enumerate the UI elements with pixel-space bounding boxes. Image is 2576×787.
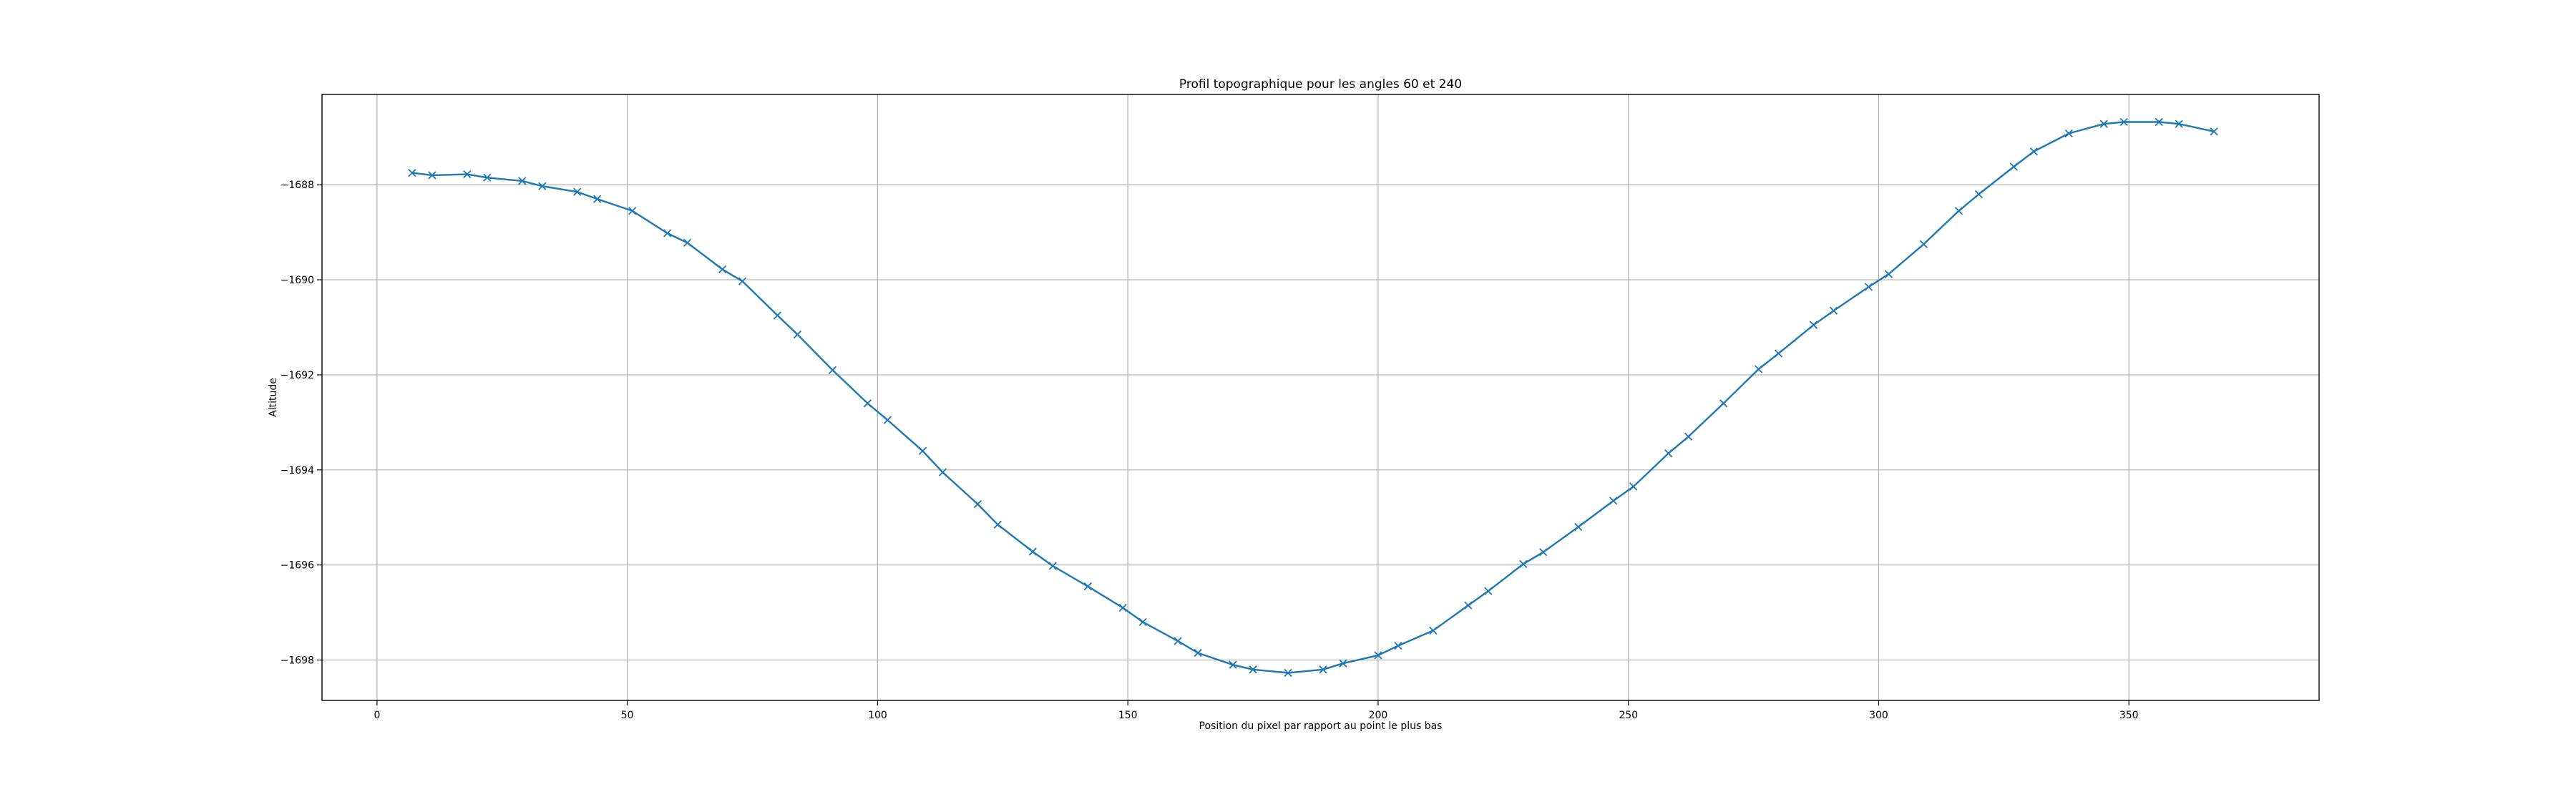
data-point-marker	[518, 177, 527, 185]
x-tick-label: 250	[1619, 710, 1638, 721]
data-point-marker	[1028, 547, 1037, 556]
data-point-marker	[1754, 365, 1763, 373]
data-point-marker	[1684, 432, 1693, 441]
y-axis-title: Altitude	[268, 378, 279, 417]
grid	[322, 94, 2319, 700]
data-point-marker	[1284, 668, 1292, 678]
data-point-marker	[938, 468, 947, 476]
data-point-marker	[1249, 665, 1257, 674]
y-axis: −1698 −1696 −1694 −1692 −1690 −1688	[280, 180, 322, 667]
data-point-marker	[408, 168, 416, 177]
data-point-marker	[1829, 306, 1838, 315]
data-point-marker	[573, 187, 582, 196]
x-tick-label: 0	[374, 710, 380, 721]
data-point-marker	[973, 500, 982, 509]
data-point-marker	[1319, 665, 1327, 674]
data-point-marker	[483, 173, 492, 182]
data-point-marker	[1629, 482, 1638, 491]
data-point-marker	[1664, 449, 1673, 458]
data-point-marker	[1954, 207, 1963, 215]
data-point-marker	[2155, 117, 2163, 127]
x-tick-label: 100	[868, 710, 887, 721]
data-point-marker	[683, 238, 692, 247]
data-point-marker	[1574, 522, 1583, 532]
data-point-marker	[538, 182, 547, 190]
y-tick-label: −1692	[280, 370, 314, 381]
data-point-marker	[773, 311, 782, 320]
data-point-marker	[1539, 548, 1548, 557]
data-point-marker	[1809, 321, 1818, 329]
data-point-marker	[918, 446, 927, 455]
data-point-marker	[1118, 603, 1127, 612]
data-point-marker	[663, 229, 672, 238]
data-point-marker	[1774, 349, 1783, 358]
data-point-marker	[1083, 582, 1092, 591]
series-layer	[408, 117, 2218, 678]
series-line	[411, 121, 2215, 674]
data-point-marker	[1974, 190, 1983, 199]
x-tick-label: 50	[621, 710, 634, 721]
data-point-marker	[2009, 162, 2018, 171]
data-point-marker	[628, 207, 637, 215]
data-point-marker	[2175, 119, 2183, 128]
y-tick-label: −1694	[280, 465, 314, 476]
data-point-marker	[1048, 562, 1057, 570]
data-point-marker	[993, 520, 1002, 529]
data-point-marker	[2210, 127, 2218, 136]
data-point-marker	[1609, 497, 1618, 505]
y-tick-label: −1690	[280, 275, 314, 286]
data-point-marker	[1719, 399, 1728, 408]
data-point-marker	[883, 416, 892, 424]
x-tick-label: 300	[1869, 710, 1888, 721]
data-point-marker	[2064, 129, 2073, 138]
data-point-marker	[1864, 283, 1873, 291]
x-tick-label: 350	[2119, 710, 2139, 721]
data-point-marker	[463, 170, 472, 179]
data-point-marker	[2099, 119, 2108, 128]
y-tick-label: −1696	[280, 560, 314, 572]
data-point-marker	[738, 277, 747, 285]
data-point-marker	[1194, 648, 1202, 658]
data-point-marker	[863, 399, 872, 408]
data-point-marker	[2029, 147, 2038, 156]
data-point-marker	[718, 265, 727, 274]
data-point-marker	[1138, 617, 1147, 627]
data-point-marker	[1464, 601, 1473, 610]
data-point-marker	[1429, 626, 1438, 635]
data-point-marker	[1884, 270, 1893, 278]
data-point-marker	[593, 195, 602, 203]
y-tick-label: −1698	[280, 655, 314, 667]
x-axis: 0 50 100 150 200 250 300 350	[374, 700, 2139, 721]
data-point-marker	[1484, 587, 1493, 595]
data-point-marker	[793, 330, 802, 339]
data-point-marker	[1229, 660, 1237, 669]
data-point-marker	[2119, 117, 2128, 127]
x-tick-label: 150	[1118, 710, 1138, 721]
x-axis-title: Position du pixel par rapport au point l…	[1199, 720, 1443, 732]
y-tick-label: −1688	[280, 180, 314, 191]
x-tick-label: 200	[1369, 710, 1388, 721]
data-point-marker	[1394, 641, 1402, 650]
data-point-marker	[1519, 559, 1528, 568]
data-point-marker	[428, 171, 436, 180]
data-point-marker	[1919, 240, 1928, 248]
data-point-marker	[828, 366, 837, 374]
data-point-marker	[1174, 637, 1182, 645]
plot-frame	[321, 94, 2320, 701]
data-point-marker	[1339, 659, 1347, 668]
data-point-marker	[1374, 651, 1382, 660]
chart-title: Profil topographique pour les angles 60 …	[1179, 77, 1462, 92]
